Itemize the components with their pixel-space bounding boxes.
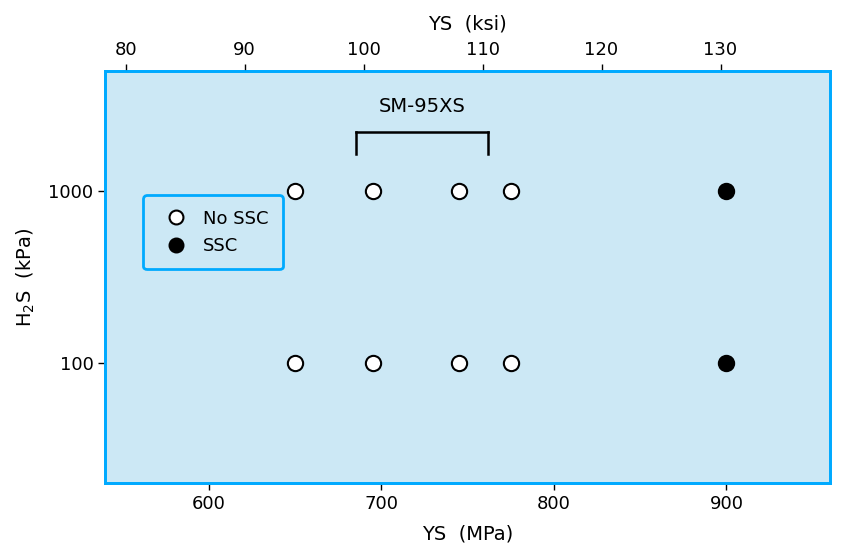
- X-axis label: YS  (ksi): YS (ksi): [428, 15, 506, 34]
- Legend: No SSC, SSC: No SSC, SSC: [143, 195, 283, 270]
- Y-axis label: H$_2$S  (kPa): H$_2$S (kPa): [15, 227, 37, 327]
- Text: SM-95XS: SM-95XS: [378, 97, 465, 116]
- X-axis label: YS  (MPa): YS (MPa): [421, 524, 512, 543]
